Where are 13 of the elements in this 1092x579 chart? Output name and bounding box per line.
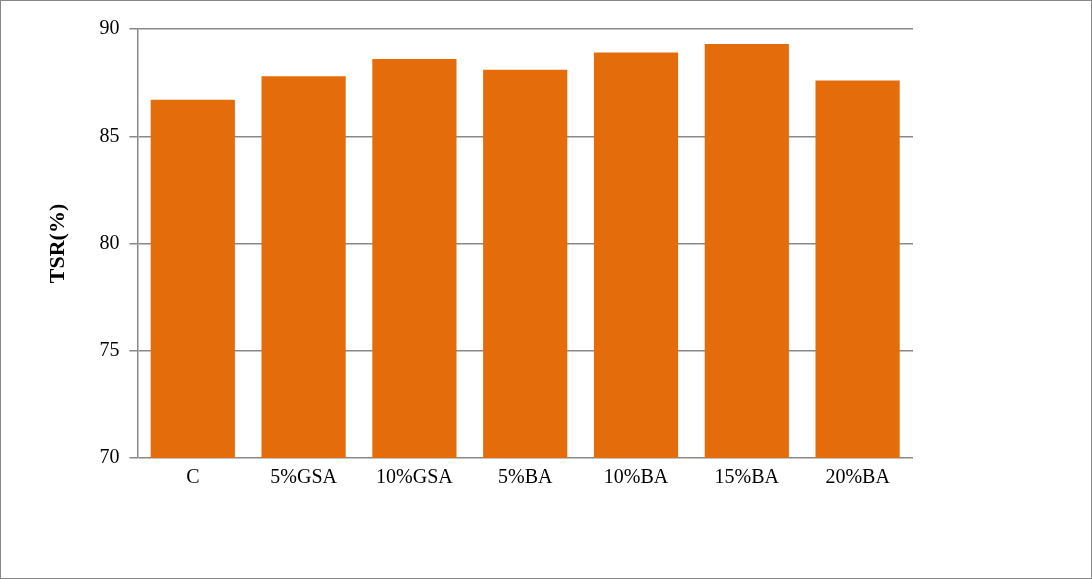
y-tick-label: 85 — [99, 123, 120, 146]
y-axis-title: TSR(%) — [43, 203, 69, 284]
y-tick-label: 90 — [99, 16, 120, 39]
x-tick-label: 5%BA — [497, 465, 553, 488]
y-tick-label: 70 — [99, 445, 120, 468]
y-tick-label: 80 — [99, 230, 120, 253]
x-tick-label: 5%GSA — [270, 465, 338, 488]
x-tick-label: 10%GSA — [376, 465, 454, 488]
x-tick-label: 15%BA — [714, 465, 780, 488]
x-tick-label: C — [186, 465, 200, 488]
y-tick-label: 75 — [99, 338, 120, 360]
x-tick-label: 20%BA — [825, 465, 891, 488]
x-tick-label: 10%BA — [603, 465, 669, 488]
